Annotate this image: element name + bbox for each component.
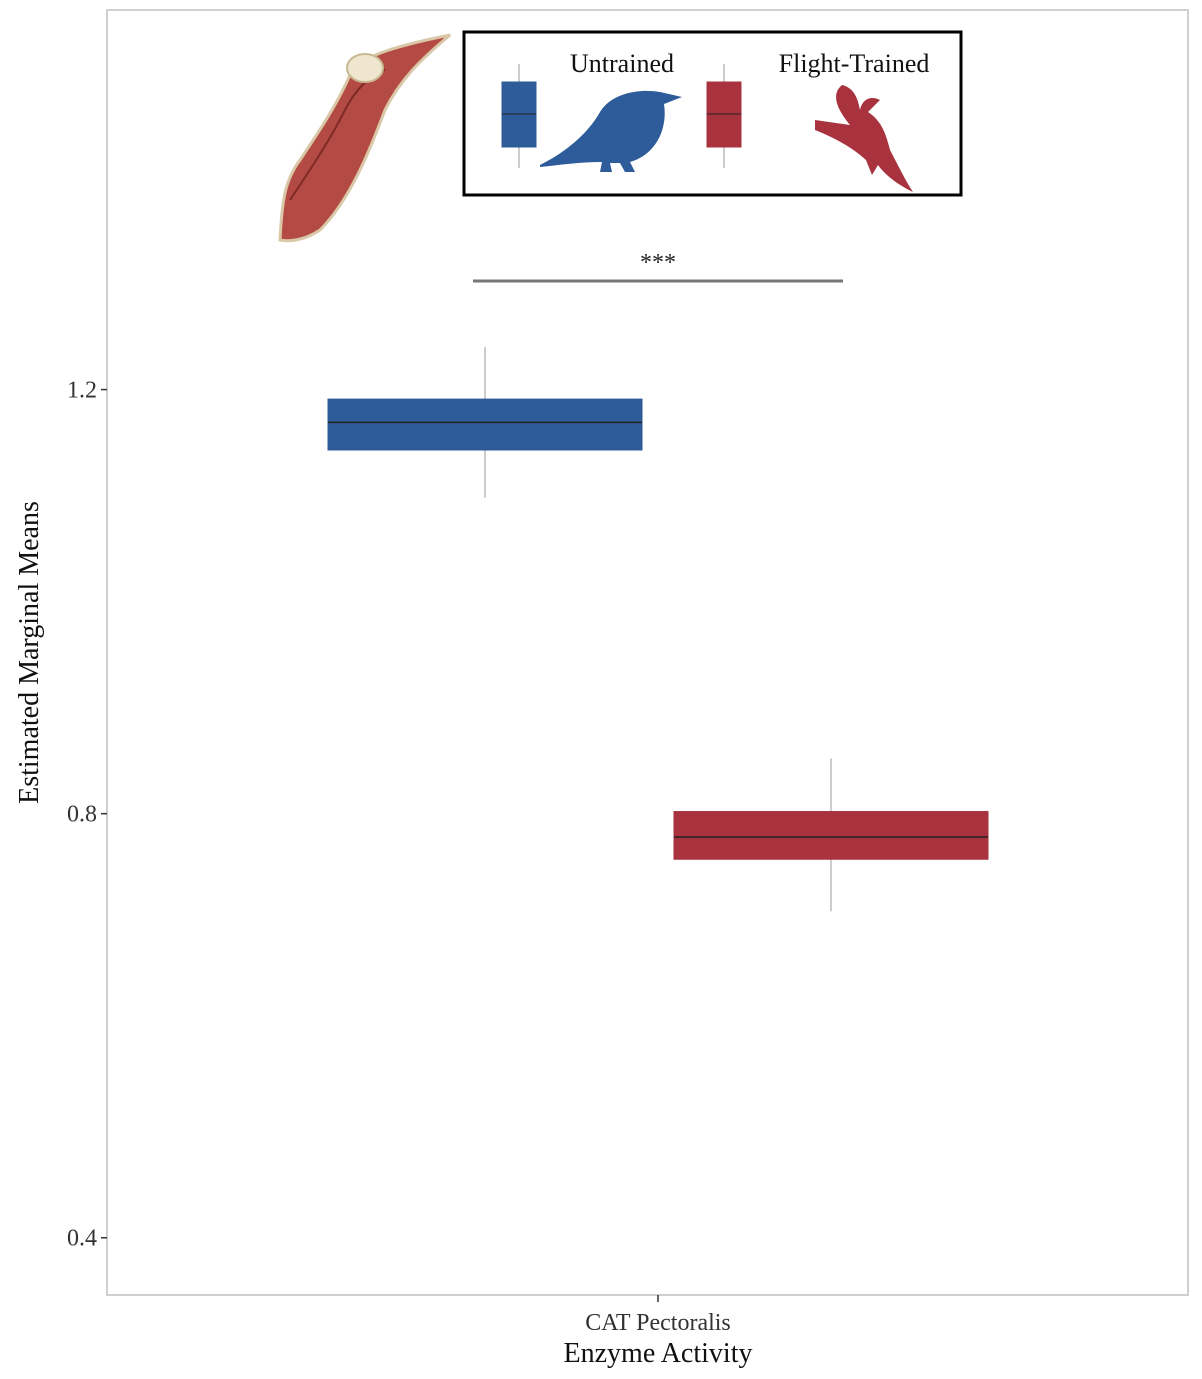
box xyxy=(673,811,989,860)
flight-trained-bird-icon xyxy=(815,85,913,192)
legend-label: Untrained xyxy=(570,49,674,78)
muscle-illustration xyxy=(278,33,451,243)
legend-icons xyxy=(540,85,913,192)
significance-label: *** xyxy=(640,250,676,276)
plot-frame xyxy=(106,9,1189,1296)
y-axis-label: Estimated Marginal Means xyxy=(14,501,45,804)
box xyxy=(327,398,643,451)
x-tick-label: CAT Pectoralis xyxy=(585,1310,731,1336)
x-axis-label: Enzyme Activity xyxy=(564,1338,753,1369)
y-tick-label: 0.4 xyxy=(67,1226,97,1252)
legend-label: Flight-Trained xyxy=(779,49,930,78)
y-tick-label: 0.8 xyxy=(67,802,97,828)
untrained-bird-icon xyxy=(540,90,682,172)
y-tick-label: 1.2 xyxy=(67,378,97,404)
